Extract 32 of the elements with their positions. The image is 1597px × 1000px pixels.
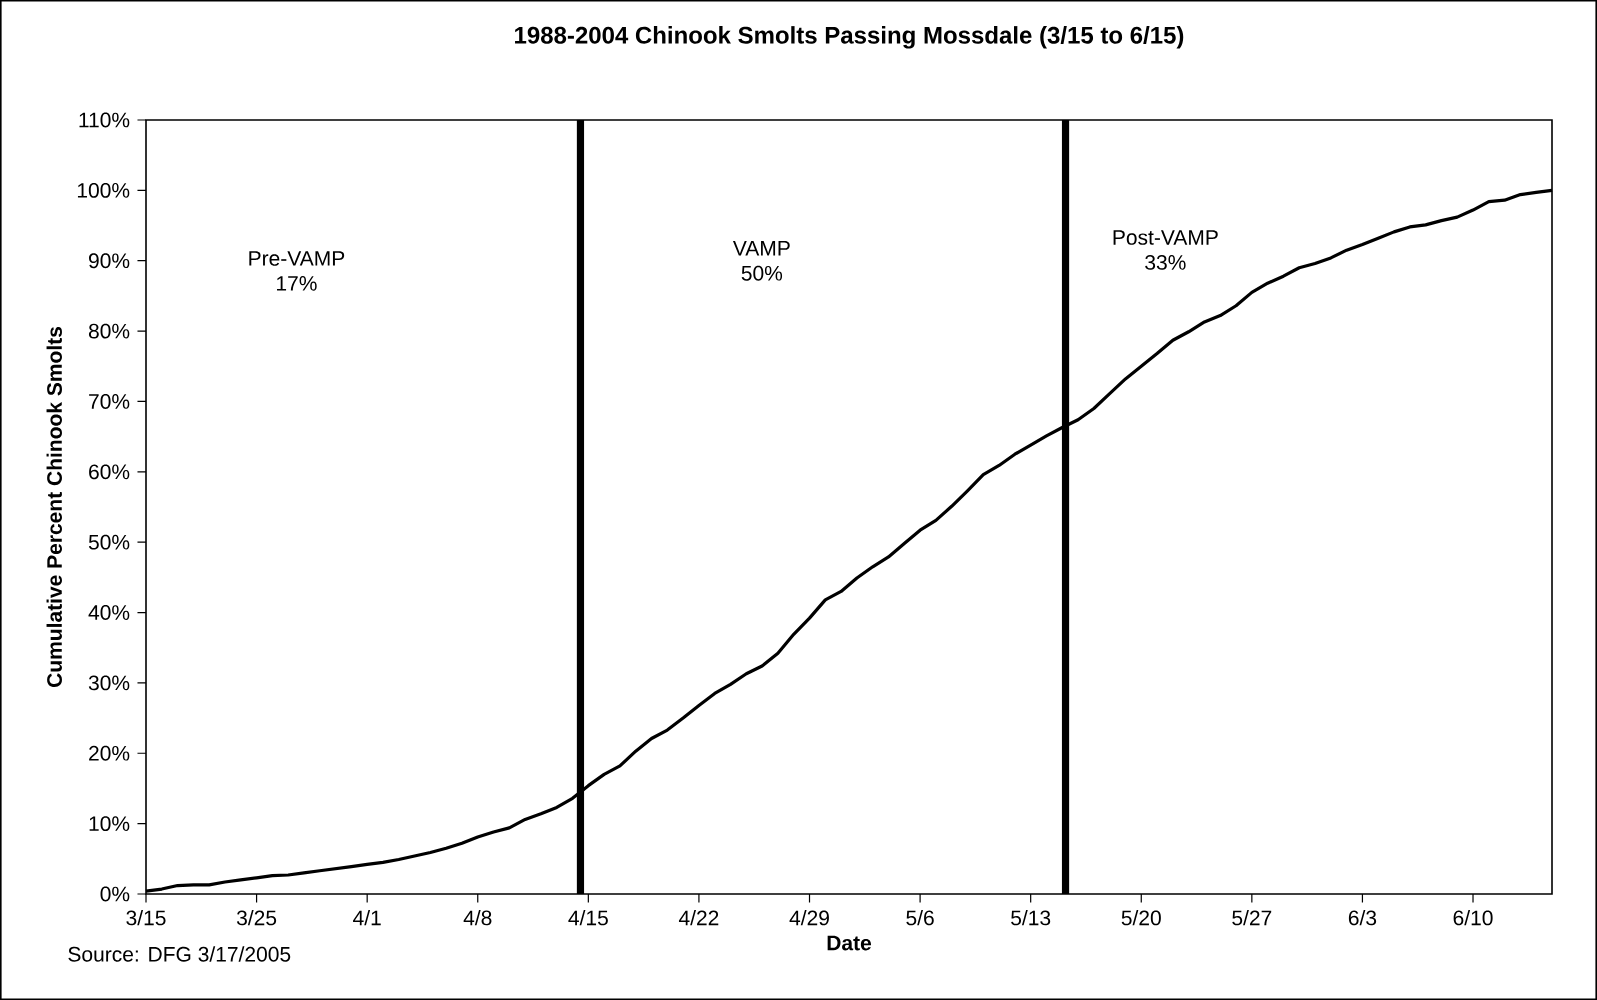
x-tick-label: 4/22	[678, 909, 719, 926]
y-tick-label: 60%	[89, 464, 130, 480]
x-tick-label: 6/10	[1453, 909, 1493, 926]
y-tick-label: 30%	[88, 675, 130, 691]
x-tick-label: 5/20	[1121, 909, 1161, 926]
y-tick-label: 80%	[88, 323, 130, 339]
x-tick-label: 4/8	[463, 909, 492, 926]
x-tick-label: 5/6	[906, 909, 934, 926]
x-axis-title: Date	[827, 935, 872, 951]
y-tick-label: 10%	[89, 816, 130, 832]
x-tick-label: 5/13	[1011, 909, 1051, 926]
x-tick-label: 3/15	[126, 909, 166, 926]
annotation: VAMP 50%	[732, 241, 790, 281]
annotation: Pre-VAMP 17%	[249, 251, 345, 291]
y-axis-title: Cumulative Percent Chinook Smolts	[46, 326, 62, 688]
y-tick-label: 110%	[79, 112, 130, 128]
y-tick-label: 90%	[89, 253, 130, 269]
x-tick-label: 4/29	[789, 909, 829, 926]
y-tick-label: 100%	[77, 182, 130, 198]
y-tick-label: 50%	[88, 534, 130, 550]
y-tick-label: 40%	[88, 605, 130, 620]
x-tick-label: 6/3	[1348, 909, 1377, 926]
x-tick-label: 4/15	[568, 909, 608, 926]
chart-title: 1988-2004 Chinook Smolts Passing Mossdale (3/15 to 6/15)	[515, 26, 1184, 49]
y-tick-label: 0%	[100, 886, 130, 902]
x-tick-label: 4/1	[353, 909, 381, 926]
y-tick-label: 20%	[89, 745, 130, 761]
y-tick-label: 70%	[89, 394, 130, 409]
x-tick-label: 5/27	[1232, 909, 1272, 926]
x-tick-label: 3/25	[236, 909, 277, 926]
annotation: Post-VAMP 33%	[1113, 230, 1218, 270]
source-note: Source: DFG 3/17/2005	[68, 946, 291, 962]
